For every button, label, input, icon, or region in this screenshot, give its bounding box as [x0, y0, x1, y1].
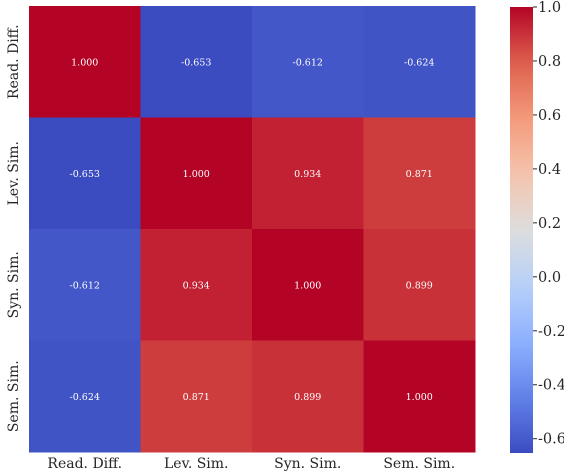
colorbar-tick-label: 1.0 — [538, 0, 561, 16]
cell-value-label: 1.000 — [183, 169, 210, 180]
heatmap-cell — [29, 340, 141, 453]
y-tick-label: Sem. Sim. — [6, 360, 22, 432]
cell-value-label: -0.653 — [181, 57, 211, 68]
cell-value-label: -0.624 — [404, 57, 434, 68]
y-tick-label: Read. Diff. — [6, 24, 22, 99]
x-tick-label: Lev. Sim. — [164, 456, 229, 472]
cell-value-label: 1.000 — [71, 57, 98, 68]
cell-value-label: -0.612 — [70, 280, 100, 291]
colorbar-tick-label: -0.4 — [538, 378, 564, 394]
cell-value-label: 0.934 — [183, 280, 210, 291]
colorbar-tick-label: 0.6 — [538, 108, 561, 124]
heatmap-cell — [252, 6, 364, 118]
heatmap-cells — [29, 6, 476, 453]
y-tick-label: Lev. Sim. — [6, 141, 22, 206]
colorbar-tick-label: 0.2 — [538, 216, 561, 232]
x-tick-label: Syn. Sim. — [274, 456, 341, 472]
colorbar-tick-label: -0.2 — [538, 324, 564, 340]
heatmap-cell — [29, 229, 141, 341]
x-tick-label: Read. Diff. — [47, 456, 122, 472]
heatmap-cell — [140, 340, 253, 453]
colorbar-tick-label: 0.0 — [538, 270, 561, 286]
colorbar-tick-label: -0.6 — [538, 432, 564, 448]
cell-value-label: -0.653 — [70, 169, 100, 180]
heatmap-cell — [29, 6, 141, 118]
cell-value-label: 0.934 — [294, 169, 321, 180]
y-tick-label: Syn. Sim. — [6, 251, 22, 318]
cell-value-label: 0.899 — [406, 280, 433, 291]
colorbar: 1.0 0.8 0.6 0.4 0.2 0.0 -0.2 -0.4 -0.6 — [510, 0, 564, 453]
heatmap-cell — [252, 117, 364, 230]
heatmap-cell — [363, 340, 476, 453]
heatmap-cell — [29, 117, 141, 230]
heatmap-cell — [363, 117, 476, 230]
heatmap-cell — [252, 229, 364, 341]
cell-value-label: 0.899 — [294, 392, 321, 403]
x-tick-label: Sem. Sim. — [383, 456, 455, 472]
cell-value-label: 1.000 — [406, 392, 433, 403]
heatmap-cell — [363, 6, 476, 118]
cell-value-label: -0.612 — [293, 57, 323, 68]
cell-value-label: -0.624 — [70, 392, 100, 403]
heatmap-cell — [363, 229, 476, 341]
heatmap-cell — [140, 229, 253, 341]
colorbar-gradient — [510, 7, 533, 453]
y-axis-tick-labels: Read. Diff. Lev. Sim. Syn. Sim. Sem. Sim. — [6, 24, 22, 432]
x-axis-tick-labels: Read. Diff. Lev. Sim. Syn. Sim. Sem. Sim. — [47, 456, 455, 472]
cell-value-label: 0.871 — [183, 392, 210, 403]
heatmap-cell — [252, 340, 364, 453]
cell-value-label: 0.871 — [406, 169, 433, 180]
cell-value-label: 1.000 — [294, 280, 321, 291]
heatmap-cell — [140, 6, 253, 118]
colorbar-tick-label: 0.4 — [538, 162, 561, 178]
colorbar-tick-label: 0.8 — [538, 54, 561, 70]
heatmap-cell — [140, 117, 253, 230]
heatmap-cell-labels: 1.000 -0.653 -0.612 -0.624 -0.653 1.000 0.934 0… — [70, 57, 435, 403]
